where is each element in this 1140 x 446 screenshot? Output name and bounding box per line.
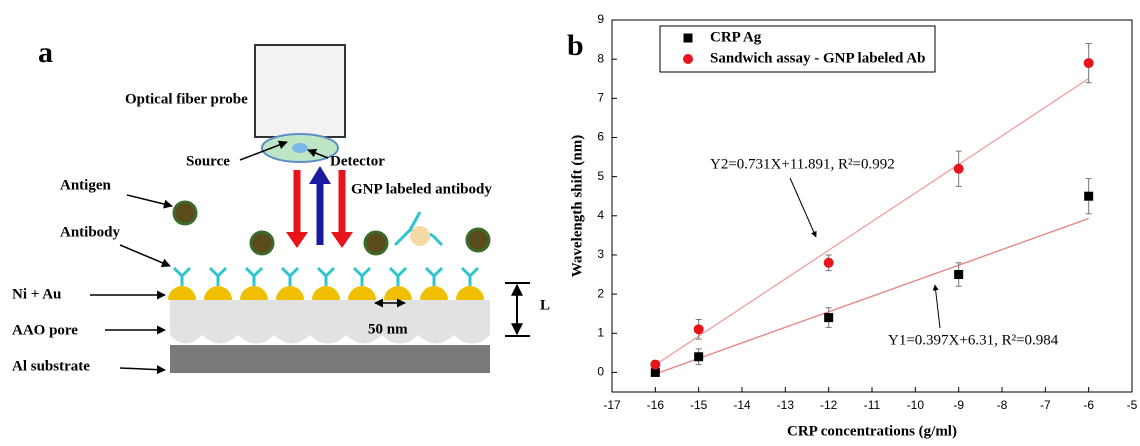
x-tick-label: -7 bbox=[1040, 398, 1051, 412]
y-axis-label: Wavelength shift (nm) bbox=[569, 135, 585, 278]
x-tick-label: -8 bbox=[997, 398, 1008, 412]
annotation: Y2=0.731X+11.891, R²=0.992 bbox=[710, 156, 895, 172]
x-tick-label: -17 bbox=[603, 398, 621, 412]
y-tick-label: 6 bbox=[597, 130, 604, 144]
x-tick-label: -5 bbox=[1127, 398, 1138, 412]
label: GNP labeled antibody bbox=[351, 181, 492, 197]
annotation-arrow bbox=[935, 285, 940, 328]
panel-a: a Optical fiber probe Source Detector GN… bbox=[12, 36, 550, 375]
substrate bbox=[170, 345, 490, 373]
legend-label: Sandwich assay - GNP labeled Ab bbox=[710, 50, 925, 66]
x-tick-label: -13 bbox=[777, 398, 795, 412]
point bbox=[650, 360, 660, 370]
y-tick-label: 1 bbox=[597, 325, 604, 339]
label: L bbox=[540, 297, 550, 313]
y-tick-label: 4 bbox=[597, 208, 604, 222]
gold-caps bbox=[168, 286, 484, 300]
y-tick-label: 0 bbox=[597, 365, 604, 379]
label: Ni + Au bbox=[12, 286, 61, 302]
y-tick-label: 8 bbox=[597, 51, 604, 65]
fiber-core bbox=[292, 143, 308, 153]
point bbox=[954, 270, 963, 279]
label: AAO pore bbox=[12, 322, 78, 338]
arrowhead bbox=[309, 166, 331, 184]
x-tick-label: -15 bbox=[690, 398, 708, 412]
arrowhead bbox=[331, 232, 353, 248]
label: Antigen bbox=[60, 177, 111, 193]
antibodies bbox=[174, 212, 478, 286]
panel-label: a bbox=[38, 36, 53, 69]
point bbox=[954, 164, 964, 174]
point bbox=[1084, 58, 1094, 68]
point bbox=[694, 324, 704, 334]
label: Al substrate bbox=[12, 358, 90, 374]
label: Detector bbox=[330, 153, 385, 169]
x-tick-label: -14 bbox=[733, 398, 751, 412]
panel-label: b bbox=[567, 29, 584, 62]
fit-line bbox=[655, 79, 1088, 365]
legend-marker bbox=[683, 54, 693, 64]
point bbox=[1084, 192, 1093, 201]
x-tick-label: -11 bbox=[864, 398, 881, 412]
y-tick-label: 3 bbox=[597, 247, 604, 261]
y-tick-label: 9 bbox=[597, 12, 604, 26]
legend-marker bbox=[684, 34, 693, 43]
gnp bbox=[410, 226, 430, 246]
fit-line bbox=[655, 219, 1088, 374]
annotation: Y1=0.397X+6.31, R²=0.984 bbox=[888, 332, 1059, 348]
probe bbox=[255, 45, 345, 137]
arrowhead bbox=[286, 232, 308, 248]
x-tick-label: -6 bbox=[1083, 398, 1094, 412]
point bbox=[824, 313, 833, 322]
point bbox=[694, 352, 703, 361]
legend-label: CRP Ag bbox=[710, 29, 762, 45]
y-tick-label: 7 bbox=[597, 90, 604, 104]
point bbox=[824, 258, 834, 268]
panel-b: b CRP concentrations (g/ml) Wavelength s… bbox=[567, 12, 1138, 439]
aao-pores bbox=[170, 300, 490, 344]
label: 50 nm bbox=[368, 321, 408, 337]
label: Source bbox=[186, 153, 230, 169]
label: Antibody bbox=[60, 224, 121, 240]
x-tick-label: -16 bbox=[647, 398, 665, 412]
y-tick-label: 2 bbox=[597, 286, 604, 300]
x-tick-label: -10 bbox=[907, 398, 925, 412]
figure: a Optical fiber probe Source Detector GN… bbox=[0, 0, 1140, 446]
x-tick-label: -9 bbox=[953, 398, 964, 412]
x-tick-label: -12 bbox=[820, 398, 838, 412]
y-tick-label: 5 bbox=[597, 169, 604, 183]
x-axis-label: CRP concentrations (g/ml) bbox=[787, 423, 957, 439]
antigens bbox=[174, 202, 489, 254]
annotation-arrow bbox=[790, 178, 816, 237]
label: Optical fiber probe bbox=[125, 91, 248, 107]
